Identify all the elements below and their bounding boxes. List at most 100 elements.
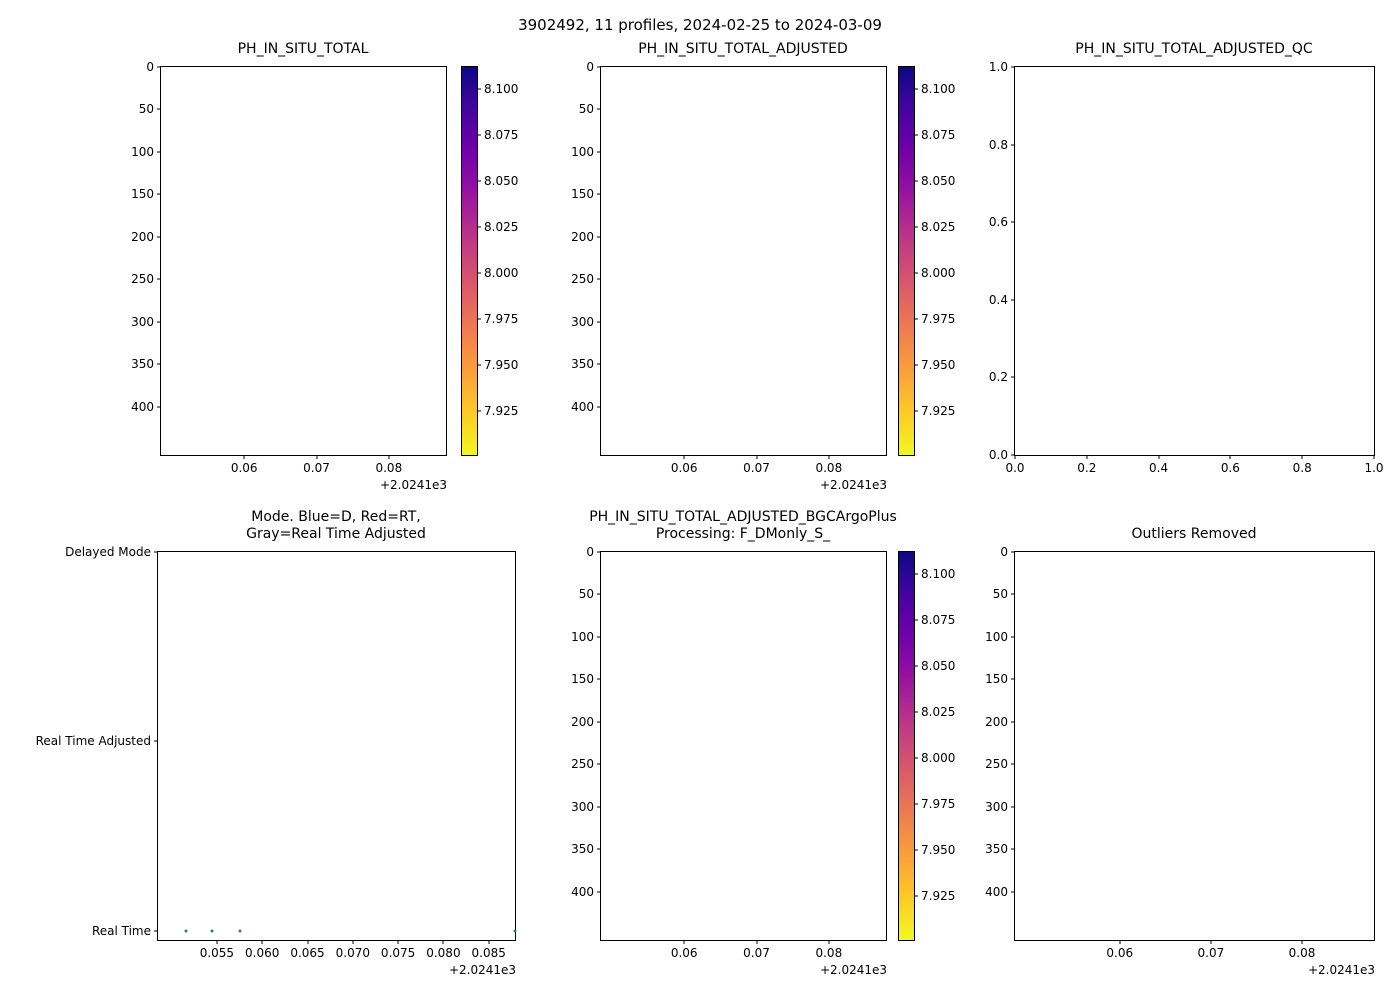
x-tick-label: 0.8 xyxy=(1292,461,1312,475)
figure-title: 3902492, 11 profiles, 2024-02-25 to 2024… xyxy=(518,16,882,34)
colorbar-tick-mark xyxy=(914,849,918,851)
x-tick-mark xyxy=(1014,455,1016,459)
colorbar-tick-label: 8.075 xyxy=(484,128,519,143)
colorbar-tick-label: 7.950 xyxy=(921,357,956,372)
y-tick-mark xyxy=(1011,144,1015,146)
y-tick-label: 50 xyxy=(578,587,594,602)
y-category-label: Real Time Adjusted xyxy=(35,734,151,749)
x-tick-label: 0.07 xyxy=(743,946,770,960)
colorbar-ph-in-situ-total-adjusted: 8.100 8.075 8.050 8.025 8.000 7.975 7.950 7.925 xyxy=(898,66,955,456)
y-tick-mark xyxy=(597,891,601,893)
colorbar-tick-label: 8.100 xyxy=(921,567,956,582)
x-tick-mark xyxy=(243,455,245,459)
colorbar-tick-label: 8.050 xyxy=(921,659,956,673)
x-tick-mark xyxy=(1210,940,1212,944)
y-tick-label: 300 xyxy=(571,314,594,329)
x-tick-label: 0.06 xyxy=(1106,946,1134,960)
y-tick-label: 250 xyxy=(571,757,594,772)
colorbar-tick-mark xyxy=(914,757,918,759)
y-tick-mark xyxy=(597,108,601,110)
x-tick-mark xyxy=(442,940,444,944)
colorbar-tick-mark xyxy=(477,410,481,412)
y-tick-label: 0.0 xyxy=(988,448,1008,462)
y-tick-mark xyxy=(597,406,601,408)
y-tick-mark xyxy=(1011,721,1015,723)
x-tick-mark xyxy=(683,455,685,459)
colorbar-tick-label: 8.050 xyxy=(921,174,956,188)
x-tick-label: 0.06 xyxy=(230,461,258,475)
y-tick-label: 1.0 xyxy=(988,60,1008,74)
y-tick-mark xyxy=(597,236,601,238)
subplot-title-bgcargoplus-line1: PH_IN_SITU_TOTAL_ADJUSTED_BGCArgoPlus xyxy=(589,509,897,525)
x-tick-mark xyxy=(307,940,308,944)
x-tick-label: 0.060 xyxy=(245,946,280,960)
x-tick-label: 0.07 xyxy=(743,461,770,475)
colorbar-tick-label: 8.075 xyxy=(921,613,956,628)
subplot-ph-in-situ-total-adjusted-qc: 0.0 0.2 0.4 0.6 0.8 1.0 0.0 0.2 0.4 0.6 0.8 1.0 xyxy=(989,60,1384,475)
y-tick-mark xyxy=(597,278,601,280)
x-tick-mark xyxy=(1119,940,1121,944)
x-tick-mark xyxy=(828,455,830,459)
subplot-bgcargoplus: 0.06 0.07 0.08 0 50 100 150 200 250 300 350 400 xyxy=(571,545,887,960)
y-tick-label: 200 xyxy=(571,229,594,244)
y-tick-mark xyxy=(597,363,601,365)
y-tick-label: 300 xyxy=(985,799,1008,814)
y-tick-label: 50 xyxy=(578,102,594,117)
x-offset-label: +2.0241e3 xyxy=(448,963,516,977)
x-tick-mark xyxy=(216,940,218,944)
y-tick-mark xyxy=(1011,299,1015,301)
colorbar-tick-mark xyxy=(914,619,918,621)
y-tick-mark xyxy=(597,551,601,553)
y-tick-label: 100 xyxy=(131,144,154,159)
y-tick-mark xyxy=(1011,376,1015,378)
x-tick-mark xyxy=(316,455,318,459)
y-tick-label: 150 xyxy=(571,187,594,202)
colorbar-tick-label: 8.000 xyxy=(484,265,519,280)
colorbar-tick-label: 8.000 xyxy=(921,265,956,280)
y-tick-mark xyxy=(157,363,161,365)
colorbar-tick-label: 7.925 xyxy=(921,888,956,903)
y-tick-mark xyxy=(154,740,158,742)
x-tick-label: 0.070 xyxy=(335,946,370,960)
x-tick-label: 0.085 xyxy=(471,946,506,960)
subplot-mode: 0.055 0.060 0.065 0.070 0.075 0.080 0.085 Delay… xyxy=(36,545,517,960)
data-point xyxy=(184,929,188,933)
y-tick-label: 0 xyxy=(586,545,594,559)
y-tick-mark xyxy=(597,66,601,68)
colorbar-tick-label: 8.025 xyxy=(921,219,956,234)
x-tick-mark xyxy=(1086,455,1088,459)
x-tick-mark xyxy=(388,455,390,459)
y-tick-label: 150 xyxy=(131,187,154,202)
y-tick-mark xyxy=(154,930,158,932)
y-tick-label: 0.4 xyxy=(988,292,1008,307)
colorbar-tick-mark xyxy=(914,364,918,366)
y-tick-mark xyxy=(597,636,601,638)
y-category-label: Delayed Mode xyxy=(65,545,151,559)
x-tick-label: 0.08 xyxy=(815,461,843,475)
y-tick-label: 250 xyxy=(571,272,594,287)
x-tick-mark xyxy=(1373,455,1375,459)
subplot-ph-in-situ-total-adjusted: 0.06 0.07 0.08 0 50 100 150 200 250 300 350 400 xyxy=(571,60,887,475)
x-tick-mark xyxy=(683,940,685,944)
y-tick-label: 0 xyxy=(146,60,154,74)
y-tick-label: 350 xyxy=(131,357,154,372)
y-tick-mark xyxy=(157,406,161,408)
x-tick-label: 0.08 xyxy=(1288,946,1316,960)
colorbar-tick-mark xyxy=(477,364,481,366)
colorbar-tick-mark xyxy=(914,88,918,90)
x-tick-label: 0.07 xyxy=(1197,946,1225,960)
x-tick-mark xyxy=(828,940,830,944)
colorbar-tick-label: 7.975 xyxy=(921,796,956,811)
x-tick-label: 0.07 xyxy=(303,461,330,475)
y-tick-mark xyxy=(1011,593,1015,595)
y-tick-label: 250 xyxy=(985,757,1008,772)
x-tick-mark xyxy=(1158,455,1160,459)
y-tick-mark xyxy=(1011,848,1015,850)
y-tick-mark xyxy=(1011,66,1015,68)
y-tick-mark xyxy=(1011,806,1015,808)
x-tick-mark xyxy=(261,940,263,944)
y-tick-label: 350 xyxy=(571,357,594,372)
y-tick-mark xyxy=(597,806,601,808)
colorbar-tick-label: 8.100 xyxy=(484,82,519,97)
colorbar-tick-mark xyxy=(914,711,918,713)
